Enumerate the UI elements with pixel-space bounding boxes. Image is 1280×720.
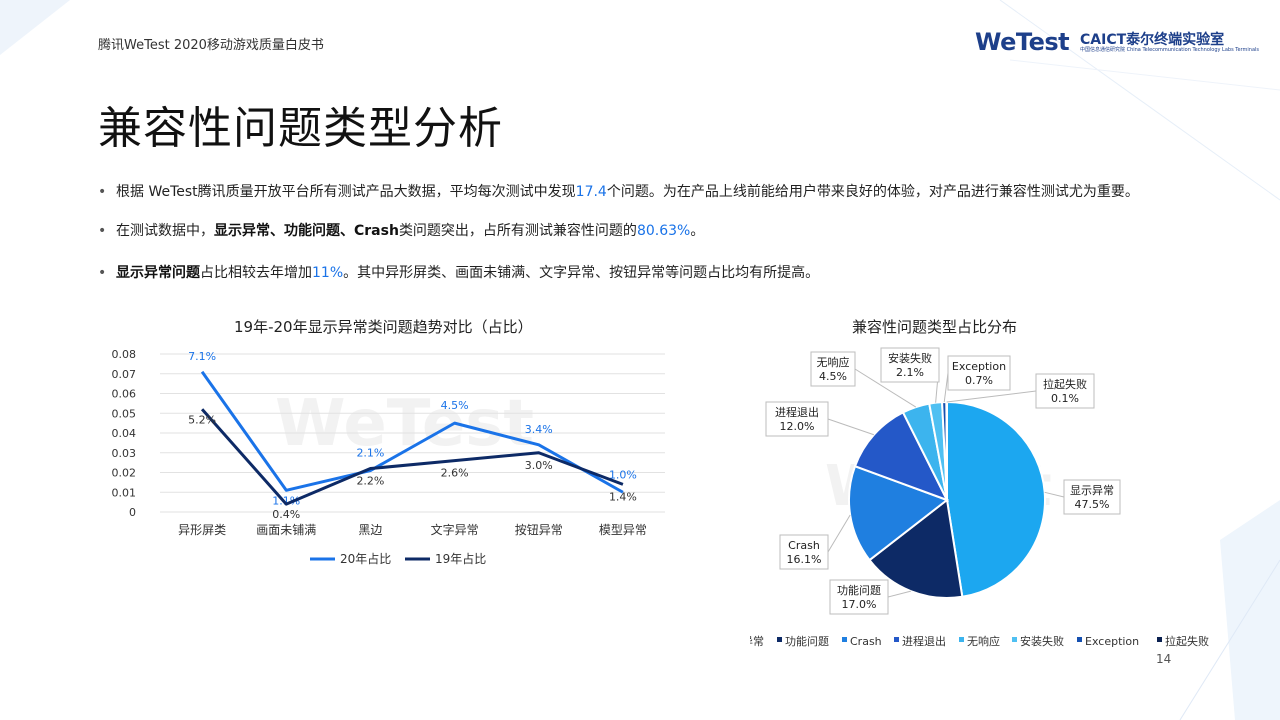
legend-label: 显示异常 [750,635,764,648]
line-chart-title: 19年-20年显示异常类问题趋势对比（占比） [234,318,533,336]
y-tick-label: 0.01 [112,486,137,499]
callout-box [1063,479,1121,515]
bullet-2: • 在测试数据中，显示异常、功能问题、Crash类问题突出，占所有测试兼容性问题的… [98,223,705,239]
slice-value-label: 17.0% [842,598,877,611]
slice-name-label: Crash [788,539,820,552]
data-label: 1.0% [609,468,637,481]
slice-name-label: Exception [952,360,1006,373]
y-tick-label: 0.03 [112,447,137,460]
leader-line [1044,491,1065,498]
data-label: 3.0% [525,459,553,472]
bullet-dot-icon: • [98,223,107,239]
callout-box [1035,373,1095,409]
legend-swatch [1012,637,1017,642]
page-title: 兼容性问题类型分析 [98,103,503,154]
callout-box [947,355,1011,391]
data-label: 0.4% [272,508,300,521]
slice-value-label: 0.1% [1051,392,1079,405]
x-tick-label: 模型异常 [599,523,647,537]
callout-box [880,347,940,383]
data-label: 2.6% [441,467,469,480]
line-chart: 0.08 0.07 0.06 0.05 0.04 0.03 0.02 0.01 0 异形屏类 画面未… [112,348,665,566]
legend-swatch [777,637,782,642]
slice-name-label: 安装失败 [888,351,932,365]
caict-logo-subtitle: 中国信息通信研究院 China Telecommunication Techno… [1080,47,1260,53]
legend-swatch [1157,637,1162,642]
leader-line [827,418,875,436]
slice-name-label: 功能问题 [837,583,881,597]
slice-value-label: 4.5% [819,370,847,383]
pie-slice [848,464,950,562]
pie-slice [853,411,950,502]
legend-label: 拉起失败 [1165,634,1209,648]
slice-name-label: 无响应 [817,355,850,369]
legend-label: Crash [850,635,882,648]
y-tick-label: 0.04 [112,427,137,440]
wetest-logo: WeTest [975,28,1070,56]
y-tick-label: 0.05 [112,407,137,420]
slice-value-label: 12.0% [780,420,815,433]
leader-line [946,390,1037,403]
x-tick-label: 文字异常 [431,522,479,537]
slice-name-label: 进程退出 [775,405,819,419]
x-tick-label: 异形屏类 [178,523,226,537]
callout-box [779,534,829,570]
leader-line [854,368,917,408]
callout-box [810,351,856,387]
legend-swatch [894,637,899,642]
bullet-dot-icon: • [98,184,107,200]
leader-line [887,590,912,598]
legend-swatch [1077,637,1082,642]
caict-logo: CAICT泰尔终端实验室 [1080,32,1225,48]
slice-value-label: 0.7% [965,374,993,387]
legend-swatch [959,637,964,642]
leader-line [943,372,949,403]
legend-label: 20年占比 [340,551,391,566]
series-line-2 [200,408,624,506]
document-title: 腾讯WeTest 2020移动游戏质量白皮书 [98,38,324,53]
bullet-dot-icon: • [98,265,107,281]
page-number: 14 [1156,652,1172,666]
x-tick-label: 画面未铺满 [256,523,316,537]
y-tick-label: 0.08 [112,348,137,361]
data-label: 4.5% [441,399,469,412]
slice-name-label: 显示异常 [1070,484,1114,497]
legend-label: 19年占比 [435,551,486,566]
pie-slice [868,498,964,599]
slice-value-label: 16.1% [787,553,822,566]
legend-label: 进程退出 [902,634,946,648]
data-label: 7.1% [188,350,216,363]
legend-label: Exception [1085,635,1139,648]
pie-slice [946,400,1046,598]
data-label: 2.2% [356,475,384,488]
data-label: 3.4% [525,423,553,436]
data-label: 2.1% [356,447,384,460]
y-tick-label: 0 [129,506,136,519]
legend-label: 无响应 [967,634,1000,648]
legend-swatch [842,637,847,642]
data-label: 5.2% [188,413,216,426]
legend-label: 功能问题 [785,634,829,648]
pie-chart: 显示异常47.5%功能问题17.0%Crash16.1%进程退出12.0%无响应… [750,347,1209,648]
x-tick-label: 按钮异常 [515,522,563,537]
slice-value-label: 2.1% [896,366,924,379]
slice-name-label: 拉起失败 [1043,377,1087,391]
legend-label: 安装失败 [1020,634,1064,648]
x-tick-label: 黑边 [358,523,382,537]
bullet-3: • 显示异常问题占比相较去年增加11%。其中异形屏类、画面未铺满、文字异常、按钮异… [98,265,820,281]
series-line-1 [200,370,624,494]
slice-value-label: 47.5% [1075,498,1110,511]
data-label: 1.4% [609,490,637,503]
y-tick-label: 0.07 [112,368,137,381]
pie-chart-title: 兼容性问题类型占比分布 [852,318,1018,336]
svg-text:WeTest: WeTest [275,387,534,461]
bullet-1: • 根据 WeTest腾讯质量开放平台所有测试产品大数据，平均每次测试中发现17.… [98,184,1139,200]
callout-box [765,401,829,437]
pie-slice [945,400,948,501]
leader-line [827,514,851,553]
y-tick-label: 0.06 [112,388,137,401]
callout-box [829,579,889,615]
y-tick-label: 0.02 [112,467,137,480]
